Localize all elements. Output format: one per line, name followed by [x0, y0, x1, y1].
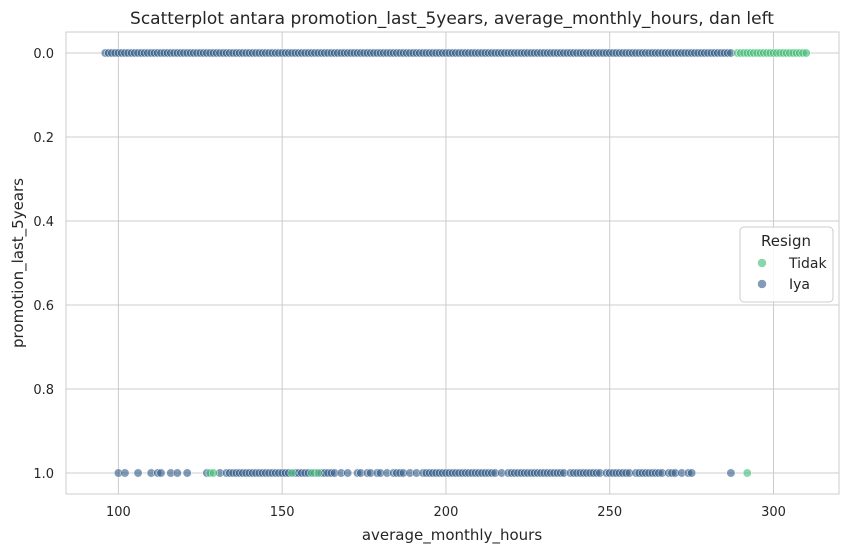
data-point-iya [182, 468, 192, 478]
x-tick-labels: 100 150 200 250 300 [106, 505, 786, 520]
data-point-iya [133, 468, 143, 478]
chart-title: Scatterplot antara promotion_last_5years… [130, 9, 774, 29]
data-points [100, 48, 811, 478]
legend: Resign Tidak Iya [739, 226, 834, 303]
x-tick-label: 300 [761, 505, 786, 520]
y-tick-label: 0.4 [33, 215, 54, 230]
data-point-iya [726, 468, 736, 478]
legend-label-iya: Iya [789, 277, 810, 293]
legend-label-tidak: Tidak [788, 256, 827, 272]
x-axis-label: average_monthly_hours [362, 526, 542, 545]
data-point-tidak [801, 48, 811, 58]
x-tick-label: 200 [434, 505, 459, 520]
y-axis-label: promotion_last_5years [9, 178, 28, 348]
y-tick-label: 0.2 [33, 131, 54, 146]
x-tick-label: 150 [270, 505, 295, 520]
data-point-tidak [287, 468, 297, 478]
data-point-tidak [742, 468, 752, 478]
data-point-iya [687, 468, 697, 478]
data-point-tidak [208, 468, 218, 478]
data-point-iya [120, 468, 130, 478]
data-point-iya [172, 468, 182, 478]
x-tick-label: 100 [106, 505, 131, 520]
y-tick-label: 0.6 [33, 299, 54, 314]
legend-marker-tidak [757, 258, 767, 268]
legend-marker-iya [757, 279, 767, 289]
y-tick-labels: 0.0 0.2 0.4 0.6 0.8 1.0 [33, 47, 54, 482]
data-point-iya [156, 468, 166, 478]
y-tick-label: 1.0 [33, 467, 54, 482]
y-tick-label: 0.0 [33, 47, 54, 62]
data-point-tidak [313, 468, 323, 478]
data-point-iya [343, 468, 353, 478]
y-tick-label: 0.8 [33, 383, 54, 398]
x-tick-label: 250 [597, 505, 622, 520]
plot-area [65, 31, 840, 495]
legend-title: Resign [761, 232, 811, 250]
